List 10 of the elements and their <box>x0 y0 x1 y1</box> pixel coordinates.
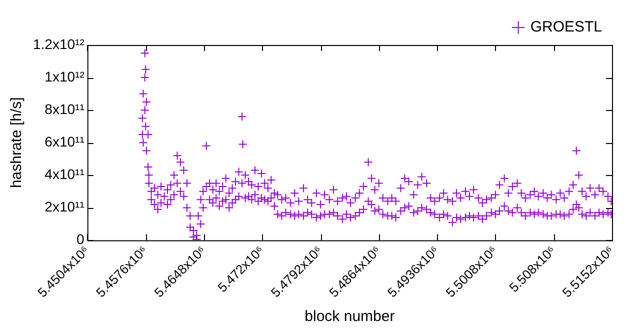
y-tick-label: 8x10¹¹ <box>44 100 85 117</box>
y-tick-label: 1x10¹² <box>44 68 85 84</box>
y-tick-label: 2x10¹¹ <box>44 198 85 215</box>
legend-label: GROESTL <box>530 18 602 36</box>
y-tick-label: 4x10¹¹ <box>44 166 85 182</box>
y-tick-label: 1.2x10¹² <box>33 36 85 52</box>
x-axis-title: block number <box>304 308 395 326</box>
y-tick-label: 0 <box>76 231 85 248</box>
y-tick-label: 6x10¹¹ <box>44 133 85 150</box>
y-axis-title: hashrate [h/s] <box>8 97 26 188</box>
